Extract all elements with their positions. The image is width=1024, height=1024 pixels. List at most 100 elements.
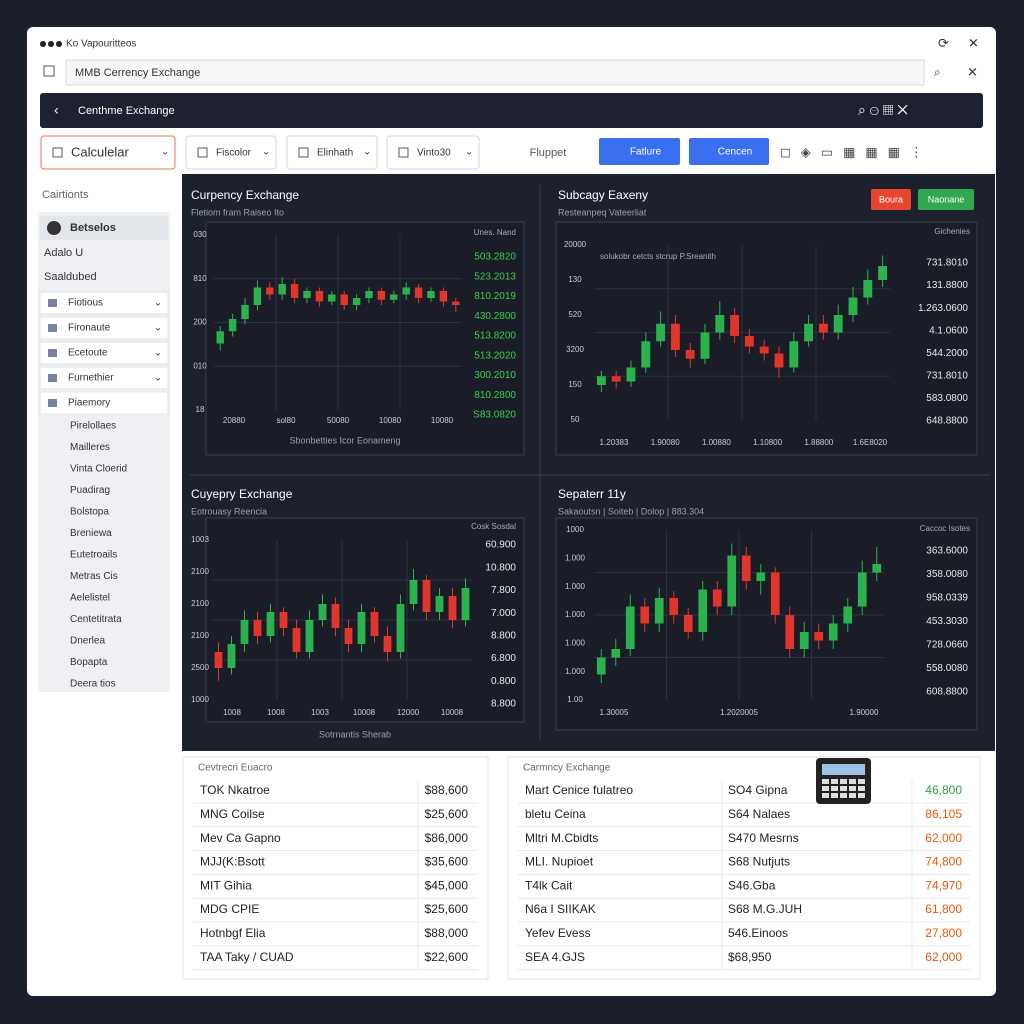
toolbar-label: Fluppet	[530, 147, 567, 159]
calculator-key	[831, 779, 838, 784]
section-icon	[48, 399, 57, 407]
dropdown[interactable]	[386, 135, 480, 170]
candle-body	[770, 572, 780, 615]
sidebar-section[interactable]: Fironaute	[68, 323, 111, 334]
price-label: 7.800	[491, 585, 516, 596]
y-tick-label: 2500	[191, 663, 209, 672]
sidebar-section[interactable]: Fiotious	[68, 298, 103, 309]
sidebar-link[interactable]: Eutetroails	[70, 550, 117, 561]
panel: Subcagy Eaxeny Resteanpeq Vateerliat Giche…	[555, 188, 978, 456]
x-tick-label: 1.6E8020	[853, 438, 888, 447]
x-tick-label: 10008	[441, 708, 464, 717]
table-cell: S470 Mesrns	[728, 831, 799, 845]
candle-body	[828, 623, 838, 641]
sidebar-active-bg	[40, 216, 168, 240]
button-label: Cencen	[718, 147, 752, 158]
candle-body	[715, 315, 725, 333]
candle-body	[596, 657, 606, 675]
sidebar-link[interactable]: Metras Cis	[70, 571, 118, 582]
price-label: 358.0080	[926, 569, 968, 580]
panel-title: Subcagy Eaxeny	[558, 188, 648, 202]
close[interactable]: ✕	[968, 35, 979, 50]
table-cell: 61,800	[925, 902, 962, 916]
close[interactable]: ✕	[967, 64, 978, 79]
sidebar-link[interactable]: Bolstopa	[70, 507, 109, 518]
sidebar-link[interactable]: Breniewa	[70, 528, 112, 539]
price-label: 513.2020	[474, 350, 516, 361]
x-tick-label: 10080	[379, 416, 402, 425]
nav-icons[interactable]: ⌕ ⊝ ▦ ✕	[858, 102, 908, 118]
dropdown-icon	[197, 147, 208, 158]
sidebar-link[interactable]: Deera tios	[70, 679, 116, 690]
panel-subtitle: Fletiom fram Raiseo Ito	[191, 207, 284, 217]
calculator-key	[831, 793, 838, 798]
candle-body	[814, 632, 824, 641]
price-label: 583.0800	[926, 393, 968, 404]
panel: Cuyepry Exchange Eotrouasy Reencia Cosk So…	[191, 487, 525, 739]
candle-body	[266, 612, 275, 636]
sidebar-link[interactable]: Aelelistel	[70, 593, 110, 604]
sidebar-link[interactable]: Puadirag	[70, 485, 110, 496]
price-label: 430.2800	[474, 311, 516, 322]
toolbar-icons[interactable]: ◻◈▭▦▦▦⋮	[780, 144, 933, 159]
panel-header: Unes. Nand	[474, 228, 516, 237]
panel-title: Sepaterr 11y	[558, 487, 626, 501]
search-icon[interactable]: ⌕	[934, 65, 941, 79]
sidebar-section[interactable]: Piaemory	[68, 398, 110, 409]
table-cell: bletu Ceina	[525, 807, 586, 821]
dropdown[interactable]	[286, 135, 378, 170]
dropdown[interactable]	[40, 135, 176, 170]
candle-body	[744, 336, 754, 347]
panel-header: Caccoc Isotes	[920, 524, 970, 533]
back[interactable]: ‹	[54, 102, 59, 118]
candle-body	[712, 589, 722, 607]
dropdown[interactable]	[185, 135, 277, 170]
sidebar-link[interactable]: Mailleres	[70, 442, 110, 453]
sidebar-link[interactable]: Centetitrata	[70, 614, 122, 625]
sidebar-active[interactable]: Betselos	[70, 222, 116, 234]
price-label: 1.263.0600	[918, 303, 968, 314]
candle-body	[727, 555, 737, 607]
table-cell: TOK Nkatroe	[200, 783, 270, 797]
sidebar-link[interactable]: Bopapta	[70, 657, 108, 668]
refresh[interactable]: ⟳	[938, 35, 949, 50]
sidebar-link[interactable]: Dnerlea	[70, 636, 105, 647]
button[interactable]	[689, 138, 769, 165]
sidebar-section[interactable]: Furnethier	[68, 373, 114, 384]
y-tick-label: 2100	[191, 631, 209, 640]
price-label: 731.8010	[926, 370, 968, 381]
sidebar-link[interactable]: Pirelollaes	[70, 421, 116, 432]
sidebar-heading: Cairtionts	[42, 189, 89, 201]
candle-body	[833, 315, 843, 333]
badge[interactable]	[871, 189, 911, 210]
dropdown-icon	[298, 147, 309, 158]
candle-body	[878, 266, 888, 280]
sidebar-section[interactable]: Ecetoute	[68, 348, 108, 359]
price-label: 810.2800	[474, 390, 516, 401]
x-tick-label: 1.10800	[753, 438, 782, 447]
panel-caption: Sotrnantis Sherab	[319, 729, 391, 739]
candle-body	[669, 598, 679, 615]
sidebar-item[interactable]: Saaldubed	[44, 271, 97, 283]
section-bg	[39, 366, 169, 390]
candle-body	[427, 291, 435, 298]
badge[interactable]	[918, 189, 974, 210]
price-label: 8.800	[491, 699, 516, 710]
sidebar-link[interactable]: Vinta Cloerid	[70, 464, 127, 475]
chart-box	[205, 221, 525, 456]
table-cell: 62,000	[925, 950, 962, 964]
icon	[47, 221, 61, 235]
search-bar[interactable]	[65, 59, 925, 86]
calculator-key	[840, 786, 847, 791]
x-tick-label: 1.2020005	[720, 708, 758, 717]
button[interactable]	[599, 138, 680, 165]
sidebar-item[interactable]: Adalo U	[44, 247, 83, 259]
y-tick-label: 030	[193, 230, 207, 239]
table-cell: 62,000	[925, 831, 962, 845]
x-tick-label: 12000	[397, 708, 420, 717]
table-cell: TAA Taky / CUAD	[200, 950, 294, 964]
candle-body	[328, 294, 336, 302]
price-label: 453.3030	[926, 616, 968, 627]
window-title: Ko Vapouritteos	[66, 39, 136, 50]
y-tick-label: 1.000	[565, 638, 586, 647]
